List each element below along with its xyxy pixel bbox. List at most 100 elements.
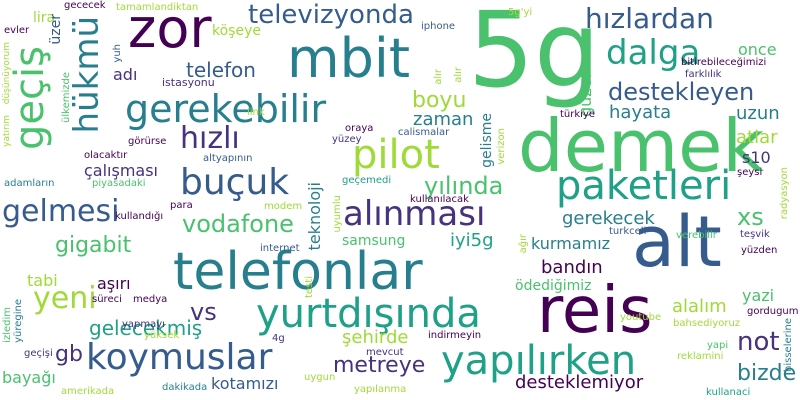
word-yilinda: yılında xyxy=(424,172,504,200)
word-hizli: hızlı xyxy=(180,121,240,156)
word-uygun: uygun xyxy=(304,372,336,383)
word-paketleri: paketleri xyxy=(556,163,732,209)
word-iyi5g: iyi5g xyxy=(450,230,494,251)
word-demek: demek xyxy=(518,104,765,188)
word-teknoloji: teknoloji xyxy=(305,182,324,251)
word-dalga: dalga xyxy=(606,33,701,73)
word-vs: vs xyxy=(190,298,217,326)
word-gordugum: gordugum xyxy=(747,306,799,317)
word-agir: ağır xyxy=(518,234,529,254)
word-altyapinin: altyapının xyxy=(203,153,253,164)
word-5g: 5g xyxy=(468,0,601,111)
word-yatirim: yatırım xyxy=(2,115,12,147)
word-samsung: samsung xyxy=(342,233,406,249)
word-mevcut: mevcut xyxy=(366,347,404,358)
word-televizyonda: televizyonda xyxy=(248,0,414,30)
word-ulkemizde: ülkemizde xyxy=(61,72,72,123)
word-bizde: bizde xyxy=(737,361,797,386)
word-tesvik: teşvik xyxy=(740,229,770,240)
word-kullanaci: kullanaci xyxy=(706,387,751,398)
word-zaman: zaman xyxy=(413,109,474,130)
word-adamlarin: adamların xyxy=(4,178,55,189)
word-alir: alır xyxy=(433,69,444,85)
word-alt: alt xyxy=(632,201,722,283)
word-olacaktir: olacaktır xyxy=(84,150,128,161)
word-reis: reis xyxy=(537,274,653,348)
word-hayata: hayata xyxy=(609,102,672,123)
word-yazi: yazi xyxy=(742,286,775,305)
word-gecemedi: geçemedi xyxy=(342,175,392,186)
word-medya: medya xyxy=(133,294,168,305)
word-asiri: aşırı xyxy=(97,274,131,293)
word-para: para xyxy=(170,200,193,211)
word-link: link xyxy=(247,107,265,118)
word-gecisi: geçişi xyxy=(24,348,53,359)
word-izledim: izledim xyxy=(2,307,13,343)
word-istasyonu: istasyonu xyxy=(162,76,215,89)
word-kotamizi: kotamızı xyxy=(211,374,279,393)
word-gorurse: görürse xyxy=(128,136,167,147)
word-kullanilacak: kullanılacak xyxy=(410,194,469,205)
word-verizon: verizon xyxy=(496,128,507,165)
word-dakikada: dakikada xyxy=(162,382,208,393)
word-calismasi: çalışması xyxy=(84,161,158,180)
word-modem: modem xyxy=(264,201,303,212)
word-telefonlar: telefonlar xyxy=(173,242,423,302)
word-yuzden: yüzden xyxy=(741,245,778,256)
word-yuh: yuh xyxy=(112,44,123,63)
word-uzer: üzer xyxy=(48,14,64,45)
word-bucuk: buçuk xyxy=(180,162,290,203)
word-calismalar: calismalar xyxy=(398,127,450,138)
word-alir-2: alır xyxy=(453,67,464,83)
word-gb: gb xyxy=(55,342,83,367)
word-kullandigi: kullandığı xyxy=(115,211,164,222)
word-yapilirken: yapılırken xyxy=(441,338,637,384)
word-yuksek: yüksek xyxy=(144,330,180,341)
word-youtube: youtube xyxy=(620,312,662,323)
word-uzun: uzun xyxy=(736,103,780,124)
word-internet: internet xyxy=(260,243,300,254)
word-amerikada: amerikada xyxy=(61,386,115,397)
word-yurtdisinda: yurtdışında xyxy=(256,291,481,337)
word-koymuslar: koymuslar xyxy=(86,337,273,378)
word-once: once xyxy=(738,40,777,59)
word-bandin: bandın xyxy=(541,257,603,278)
word-gerekebilir: gerekebilir xyxy=(125,87,327,131)
word-piyasadaki: piyasadaki xyxy=(92,178,146,189)
word-evler: evler xyxy=(4,25,30,36)
word-telefon: telefon xyxy=(186,58,256,82)
word-not: not xyxy=(737,327,780,357)
word-alalim: alalım xyxy=(672,296,727,317)
word-yeni: yeni xyxy=(33,281,97,316)
word-turkiye: türkiye xyxy=(560,109,596,120)
word-hizlardan: hızlardan xyxy=(585,2,714,35)
word-indirmeyin: indirmeyin xyxy=(428,330,482,341)
word-gecis: geçiş xyxy=(7,46,53,150)
word-verebilir: verebilir xyxy=(676,230,717,241)
word-bayagi: bayağı xyxy=(2,368,56,387)
word-hukmu: hükmü xyxy=(67,16,107,134)
word-adi: adı xyxy=(113,65,138,84)
word-s10: s10 xyxy=(742,148,771,167)
word-turkcell: turkcell xyxy=(609,226,647,237)
word-tamamlandiktan: tamamlandiktan xyxy=(116,2,199,13)
word-desteklemiyor: desteklemiyor xyxy=(515,372,644,393)
word-destekleyen: destekleyen xyxy=(608,78,755,106)
word-gelmesi: gelmesi xyxy=(2,194,120,229)
word-alinmasi: alınması xyxy=(343,194,486,234)
word-5gyi: 5g'yi xyxy=(508,7,533,18)
word-seysi: şeysi xyxy=(737,167,763,178)
word-oraya: oraya xyxy=(345,123,374,134)
word-sureci: süreci xyxy=(92,294,122,305)
word-yuregine: yüregine xyxy=(13,299,24,343)
word-yapilanma: yapılanma xyxy=(354,384,407,395)
word-gelisme: gelisme xyxy=(479,113,495,168)
word-uyumlu: uyumlu xyxy=(332,195,343,233)
word-xs: xs xyxy=(737,203,764,231)
word-hisselerine: hisselerine xyxy=(783,318,794,372)
word-vodafone: vodafone xyxy=(182,210,294,238)
word-sehirde: şehirde xyxy=(342,327,409,348)
word-gelecekmis: gelecekmiş xyxy=(89,316,203,340)
word-mbit: mbit xyxy=(287,27,411,90)
